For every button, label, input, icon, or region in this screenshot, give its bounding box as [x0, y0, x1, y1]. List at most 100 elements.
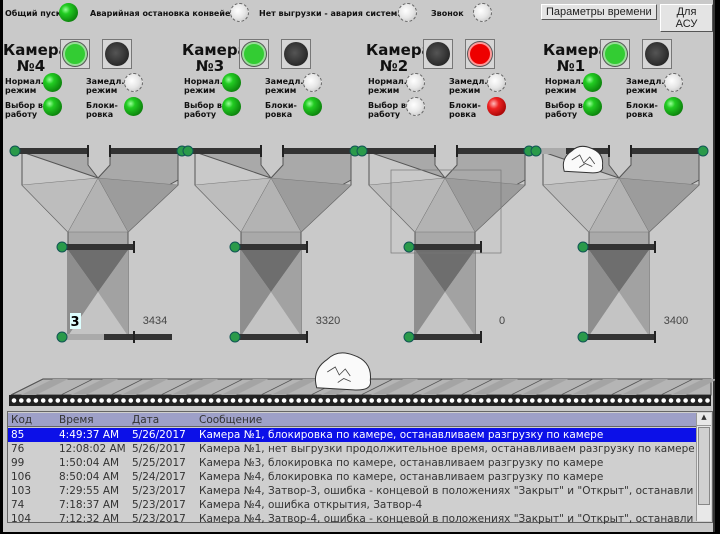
belt-stripe	[621, 379, 668, 395]
gate-sensor-icon	[577, 241, 589, 253]
table-row[interactable]: 74 7:18:37 AM 5/23/2017 Камера №4, ошибка о…	[8, 498, 696, 512]
stop-button[interactable]	[281, 39, 311, 69]
bin-facet	[619, 250, 649, 336]
roller-icon	[667, 397, 675, 404]
stop-button[interactable]	[465, 39, 495, 69]
cell-code: 99	[11, 457, 25, 469]
gate-open-part	[62, 334, 104, 340]
roller-icon	[171, 397, 178, 404]
belt-stripe	[671, 379, 715, 395]
gate-sensor-icon	[403, 331, 415, 343]
bin-facet	[415, 250, 475, 292]
roller-icon	[25, 397, 32, 404]
col-code[interactable]: Код	[11, 414, 33, 426]
start-button[interactable]	[60, 39, 90, 69]
col-time[interactable]: Время	[59, 414, 94, 426]
lock-lamp-icon	[303, 97, 322, 116]
table-row[interactable]: 106 8:50:04 AM 5/24/2017 Камера №4, блокиро…	[8, 470, 696, 484]
col-date[interactable]: Дата	[132, 414, 160, 426]
belt-stripe	[560, 378, 594, 396]
col-message[interactable]: Сообщение	[199, 414, 263, 426]
bin-facet	[68, 292, 128, 336]
belt-stripe	[110, 378, 144, 396]
cell-message: Камера №1, блокировка по камере, останав…	[199, 429, 604, 441]
roller-icon	[258, 397, 266, 404]
select-lamp-icon	[43, 97, 62, 116]
roller-icon	[507, 397, 514, 404]
roller-icon	[251, 397, 259, 404]
table-row[interactable]: 76 12:08:02 AM 5/26/2017 Камера №1, нет выг…	[8, 442, 696, 456]
roller-icon	[339, 397, 346, 404]
green-button-icon	[603, 42, 627, 66]
roller-icon	[353, 397, 361, 404]
roller-icon	[317, 397, 324, 404]
lamp-label-lock: Блоки- ровка	[626, 101, 658, 119]
lamp-label-normal: Нормал. режим	[5, 77, 44, 95]
roller-icon	[565, 397, 573, 404]
roller-icon	[448, 397, 456, 404]
table-row[interactable]: 103 7:29:55 AM 5/23/2017 Камера №4, Затвор-…	[8, 484, 696, 498]
log-scrollbar[interactable]: ▲	[696, 413, 711, 521]
roller-icon	[112, 397, 120, 404]
roller-icon	[120, 397, 127, 404]
stop-button[interactable]	[102, 39, 132, 69]
roller-icon	[463, 397, 470, 404]
belt-stripe	[521, 379, 568, 395]
bin-facet	[589, 292, 649, 336]
material-pile-icon	[562, 145, 604, 174]
cell-date: 5/26/2017	[132, 429, 186, 441]
camera-title-text: Камера	[366, 41, 432, 59]
roller-icon	[704, 397, 711, 404]
scroll-up-arrow-icon[interactable]: ▲	[697, 413, 711, 426]
belt-stripe	[271, 379, 318, 395]
event-log-table[interactable]: Код Время Дата Сообщение 85 4:49:37 AM 5/2…	[7, 411, 713, 526]
roller-icon	[616, 397, 624, 404]
normal-lamp-icon	[43, 73, 62, 92]
table-row[interactable]: 85 4:49:37 AM 5/26/2017 Камера №1, блокиров…	[8, 428, 696, 442]
start-button[interactable]	[423, 39, 453, 69]
belt-stripe	[410, 378, 444, 396]
cell-message: Камера №4, Затвор-4, ошибка - концевой в…	[199, 513, 694, 525]
asu-button[interactable]: Для АСУ	[660, 4, 713, 32]
gate-sensor-icon	[577, 331, 589, 343]
bottom-gate	[104, 334, 172, 340]
belt-stripe	[210, 378, 244, 396]
camera-counter: 3400	[664, 315, 688, 327]
scroll-thumb[interactable]	[698, 427, 710, 505]
start-button[interactable]	[600, 39, 630, 69]
green-button-icon	[242, 42, 266, 66]
roller-icon	[580, 397, 587, 404]
cell-message: Камера №1, нет выгрузки продолжительное …	[199, 443, 694, 455]
camera-counter: 0	[499, 315, 505, 327]
top-right-gate	[457, 148, 525, 154]
roller-icon	[529, 397, 536, 404]
time-params-button[interactable]: Параметры времени	[541, 4, 657, 20]
table-row[interactable]: 104 7:12:32 AM 5/23/2017 Камера №4, Затвор-…	[8, 512, 696, 526]
black-button-icon	[284, 42, 308, 66]
roller-icon	[346, 397, 354, 404]
middle-gate	[62, 244, 134, 250]
stop-button[interactable]	[642, 39, 672, 69]
roller-icon	[660, 397, 668, 404]
start-button[interactable]	[239, 39, 269, 69]
lamp-label-lock: Блоки- ровка	[86, 101, 118, 119]
roller-icon	[645, 397, 653, 404]
camera-number: №1	[556, 57, 586, 75]
cell-message: Камера №4, Затвор-3, ошибка - концевой в…	[199, 485, 694, 497]
roller-icon	[83, 397, 91, 404]
roller-icon	[164, 397, 171, 404]
indicator-label: Аварийная остановка конвейера	[90, 9, 242, 18]
roller-icon	[375, 397, 383, 404]
roller-icon	[383, 397, 390, 404]
lamp-label-slow: Замедл. режим	[449, 77, 488, 95]
lamp-label-select: Выбор в работу	[545, 101, 583, 119]
table-row[interactable]: 99 1:50:04 AM 5/25/2017 Камера №3, блокиров…	[8, 456, 696, 470]
roller-icon	[499, 397, 507, 404]
belt-stripe	[510, 378, 544, 396]
roller-icon	[550, 397, 558, 404]
indicator-lamp-icon	[59, 3, 78, 22]
green-button-icon	[63, 42, 87, 66]
gate-sensor-icon	[56, 331, 68, 343]
roller-icon	[419, 397, 427, 404]
belt-stripe	[660, 378, 694, 396]
